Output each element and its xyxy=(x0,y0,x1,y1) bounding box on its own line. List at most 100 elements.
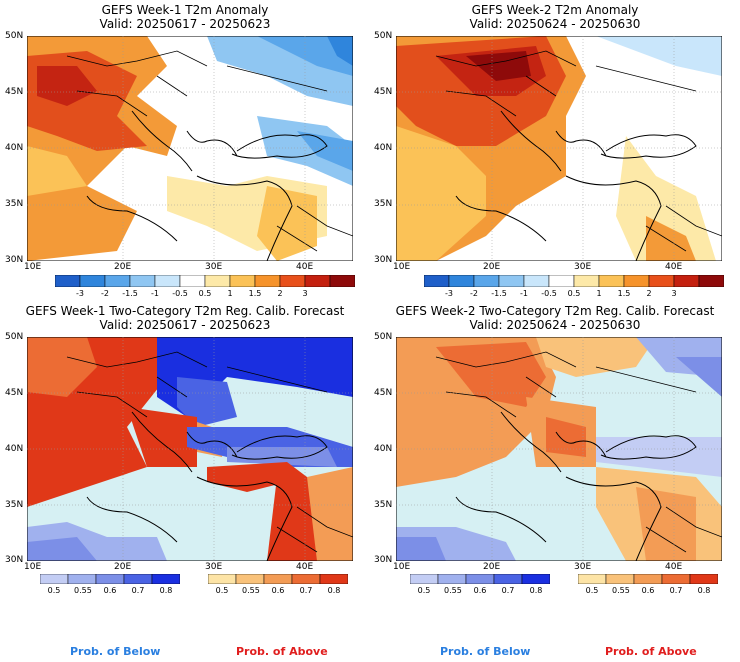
colorbar-label: 0.6 xyxy=(641,586,655,595)
map-week2-prob xyxy=(396,337,722,561)
colorbar-swatch xyxy=(578,574,607,584)
lon-tick: 40E xyxy=(296,562,314,572)
anomaly-colorbar-week2 xyxy=(424,275,724,287)
lon-tick: 30E xyxy=(574,262,592,272)
lon-tick: 10E xyxy=(24,262,42,272)
colorbar-label: -0.5 xyxy=(541,289,557,298)
colorbar-label: 0.5 xyxy=(417,586,431,595)
panel3-title: GEFS Week-1 Two-Category T2m Reg. Calib.… xyxy=(25,304,345,318)
colorbar-label: 1.5 xyxy=(248,289,262,298)
colorbar-swatch xyxy=(123,574,153,584)
panel1-valid: Valid: 20250617 - 20250623 xyxy=(99,17,271,31)
lon-tick: 20E xyxy=(483,562,501,572)
colorbar-swatch xyxy=(523,275,550,287)
colorbar-swatch xyxy=(79,275,106,287)
lat-tick: 30N xyxy=(5,255,24,265)
lat-tick: 40N xyxy=(374,143,393,153)
lon-tick: 10E xyxy=(393,262,411,272)
colorbar-label: -1.5 xyxy=(491,289,507,298)
lon-tick: 20E xyxy=(114,562,132,572)
colorbar-label: 0.5 xyxy=(198,289,212,298)
colorbar-label: 1 xyxy=(596,289,602,298)
lat-tick: 35N xyxy=(374,500,393,510)
colorbar-label: -1 xyxy=(151,289,159,298)
prob-below-label: Prob. of Below xyxy=(440,645,531,658)
colorbar-swatch xyxy=(95,574,125,584)
lat-tick: 45N xyxy=(5,388,24,398)
colorbar-swatch xyxy=(648,275,675,287)
colorbar-swatch xyxy=(598,275,625,287)
colorbar-swatch xyxy=(55,275,81,287)
colorbar-label: -1.5 xyxy=(122,289,138,298)
colorbar-label: -1 xyxy=(520,289,528,298)
colorbar-label: -3 xyxy=(445,289,453,298)
colorbar-label: 0.7 xyxy=(501,586,515,595)
colorbar-label: -3 xyxy=(76,289,84,298)
colorbar-label: 0.5 xyxy=(47,586,61,595)
colorbar-swatch xyxy=(437,574,467,584)
lon-tick: 20E xyxy=(114,262,132,272)
colorbar-swatch xyxy=(698,275,724,287)
colorbar-swatch xyxy=(329,275,355,287)
colorbar-swatch xyxy=(424,275,450,287)
lat-tick: 45N xyxy=(374,388,393,398)
colorbar-swatch xyxy=(151,574,180,584)
map-week1-prob xyxy=(27,337,353,561)
colorbar-swatch xyxy=(104,275,131,287)
lat-tick: 40N xyxy=(5,143,24,153)
colorbar-swatch xyxy=(573,275,600,287)
colorbar-swatch xyxy=(498,275,525,287)
colorbar-label: 0.6 xyxy=(271,586,285,595)
lat-tick: 35N xyxy=(374,199,393,209)
lon-tick: 30E xyxy=(205,262,223,272)
colorbar-label: 0.8 xyxy=(327,586,341,595)
colorbar-swatch xyxy=(605,574,635,584)
colorbar-swatch xyxy=(448,275,475,287)
colorbar-swatch xyxy=(67,574,97,584)
colorbar-label: 0.55 xyxy=(74,586,92,595)
colorbar-swatch xyxy=(319,574,348,584)
lat-tick: 30N xyxy=(374,255,393,265)
map-week2-anomaly xyxy=(396,36,722,261)
colorbar-label: 0.7 xyxy=(131,586,145,595)
colorbar-swatch xyxy=(661,574,691,584)
colorbar-swatch xyxy=(473,275,500,287)
colorbar-label: 0.8 xyxy=(697,586,711,595)
colorbar-label: 0.5 xyxy=(215,586,229,595)
colorbar-swatch xyxy=(548,275,575,287)
colorbar-swatch xyxy=(129,275,156,287)
lat-tick: 50N xyxy=(374,31,393,41)
colorbar-label: -2 xyxy=(101,289,109,298)
colorbar-swatch xyxy=(235,574,265,584)
colorbar-swatch xyxy=(279,275,306,287)
lat-tick: 50N xyxy=(5,31,24,41)
colorbar-swatch xyxy=(254,275,281,287)
panel2-title: GEFS Week-2 T2m Anomaly xyxy=(471,3,639,17)
colorbar-label: -2 xyxy=(470,289,478,298)
colorbar-label: 0.55 xyxy=(444,586,462,595)
lat-tick: 45N xyxy=(5,87,24,97)
lat-tick: 35N xyxy=(5,500,24,510)
colorbar-swatch xyxy=(204,275,231,287)
lon-tick: 40E xyxy=(665,262,683,272)
lon-tick: 40E xyxy=(665,562,683,572)
colorbar-label: 0.5 xyxy=(567,289,581,298)
colorbar-swatch xyxy=(229,275,256,287)
lon-tick: 30E xyxy=(574,562,592,572)
colorbar-label: 3 xyxy=(302,289,308,298)
colorbar-label: 0.6 xyxy=(103,586,117,595)
prob-above-colorbar-week2 xyxy=(578,574,718,584)
colorbar-label: 0.55 xyxy=(242,586,260,595)
colorbar-label: 0.8 xyxy=(159,586,173,595)
lon-tick: 30E xyxy=(205,562,223,572)
lat-tick: 30N xyxy=(5,555,24,565)
lat-tick: 50N xyxy=(374,332,393,342)
prob-above-label: Prob. of Above xyxy=(605,645,697,658)
lon-tick: 10E xyxy=(393,562,411,572)
lat-tick: 50N xyxy=(5,332,24,342)
panel3-valid: Valid: 20250617 - 20250623 xyxy=(99,318,271,332)
colorbar-label: 1 xyxy=(227,289,233,298)
colorbar-label: 2 xyxy=(277,289,283,298)
prob-below-colorbar-week1 xyxy=(40,574,180,584)
lon-tick: 20E xyxy=(483,262,501,272)
